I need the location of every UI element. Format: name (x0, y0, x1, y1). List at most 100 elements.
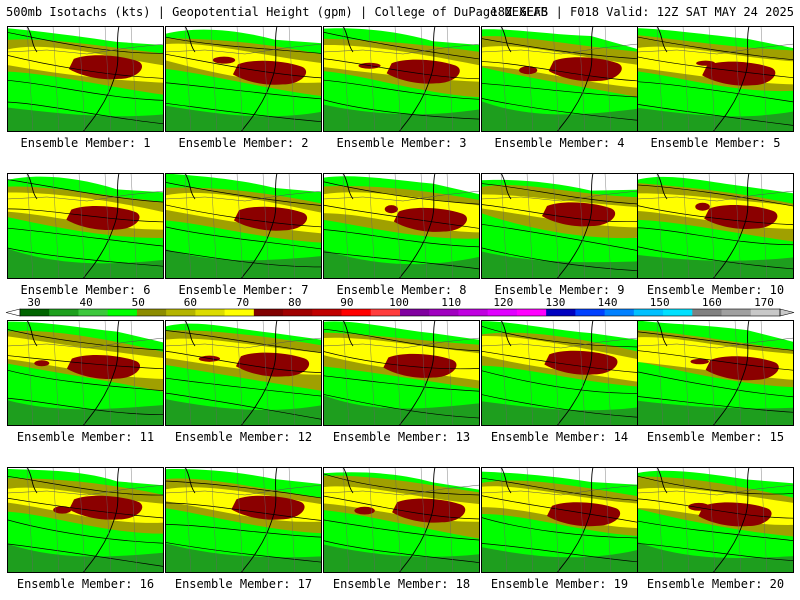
colorbar-tick-label: 130 (545, 296, 565, 309)
colorbar-swatch (78, 309, 109, 316)
ensemble-panel: Ensemble Member: 4 (481, 26, 638, 152)
ensemble-member-label: Ensemble Member: 6 (20, 283, 151, 297)
ensemble-map (7, 467, 164, 573)
colorbar-tick-label: 100 (389, 296, 409, 309)
ensemble-panel: Ensemble Member: 1 (7, 26, 164, 152)
ensemble-member-label: Ensemble Member: 18 (332, 577, 471, 591)
ensemble-member-label: Ensemble Member: 10 (646, 283, 785, 297)
ensemble-map (7, 320, 164, 426)
colorbar-swatch (253, 309, 284, 316)
ensemble-panel: Ensemble Member: 20 (637, 467, 794, 593)
ensemble-member-label: Ensemble Member: 17 (174, 577, 313, 591)
colorbar-swatch (136, 309, 167, 316)
ensemble-map (323, 173, 480, 279)
colorbar: 30 40 50 60 70 80 90 100 110 120 130 140 150 160 170 (0, 295, 800, 319)
colorbar-swatch (663, 309, 693, 316)
ensemble-panel: Ensemble Member: 12 (165, 320, 322, 446)
colorbar-swatch (283, 309, 313, 316)
ensemble-panel: Ensemble Member: 3 (323, 26, 480, 152)
ensemble-map (481, 173, 638, 279)
ensemble-map (323, 467, 480, 573)
ensemble-map (165, 26, 322, 132)
colorbar-tick-label: 80 (288, 296, 301, 309)
colorbar-swatch (750, 309, 781, 316)
ensemble-map (481, 320, 638, 426)
colorbar-tick-label: 170 (754, 296, 774, 309)
ensemble-map (637, 26, 794, 132)
colorbar-tick-label: 50 (132, 296, 145, 309)
ensemble-member-label: Ensemble Member: 20 (646, 577, 785, 591)
ensemble-map (7, 26, 164, 132)
colorbar-tick-label: 140 (598, 296, 618, 309)
ensemble-panel: Ensemble Member: 17 (165, 467, 322, 593)
ensemble-map (165, 467, 322, 573)
colorbar-swatch (575, 309, 606, 316)
colorbar-high-arrow (779, 308, 795, 317)
ensemble-map (481, 467, 638, 573)
ensemble-map (323, 320, 480, 426)
colorbar-swatch (166, 309, 196, 316)
colorbar-tick-label: 110 (441, 296, 461, 309)
ensemble-panel: Ensemble Member: 18 (323, 467, 480, 593)
ensemble-member-label: Ensemble Member: 11 (16, 430, 155, 444)
ensemble-panel: Ensemble Member: 15 (637, 320, 794, 446)
colorbar-swatch (487, 309, 518, 316)
ensemble-member-label: Ensemble Member: 5 (650, 136, 781, 150)
header: 500mb Isotachs (kts) | Geopotential Heig… (0, 0, 800, 24)
ensemble-panel: Ensemble Member: 19 (481, 467, 638, 593)
ensemble-member-label: Ensemble Member: 2 (178, 136, 309, 150)
ensemble-member-label: Ensemble Member: 12 (174, 430, 313, 444)
ensemble-member-label: Ensemble Member: 7 (178, 283, 309, 297)
ensemble-member-label: Ensemble Member: 16 (16, 577, 155, 591)
ensemble-map (637, 173, 794, 279)
colorbar-swatch (49, 309, 79, 316)
ensemble-panel: Ensemble Member: 13 (323, 320, 480, 446)
colorbar-swatch (429, 309, 459, 316)
ensemble-map (165, 320, 322, 426)
ensemble-panel: Ensemble Member: 6 (7, 173, 164, 299)
ensemble-panel: Ensemble Member: 2 (165, 26, 322, 152)
ensemble-member-label: Ensemble Member: 14 (490, 430, 629, 444)
ensemble-map (7, 173, 164, 279)
ensemble-map (323, 26, 480, 132)
colorbar-tick-label: 160 (702, 296, 722, 309)
colorbar-tick-label: 30 (27, 296, 40, 309)
colorbar-graphic: 30 40 50 60 70 80 90 100 110 120 130 140 150 160 170 (5, 296, 795, 317)
colorbar-swatch (370, 309, 401, 316)
ensemble-map (637, 467, 794, 573)
colorbar-tick-label: 70 (236, 296, 249, 309)
ensemble-panel: Ensemble Member: 9 (481, 173, 638, 299)
ensemble-member-label: Ensemble Member: 9 (494, 283, 625, 297)
colorbar-swatch (604, 309, 635, 316)
colorbar-tick-label: 150 (650, 296, 670, 309)
ensemble-panel: Ensemble Member: 11 (7, 320, 164, 446)
ensemble-member-label: Ensemble Member: 4 (494, 136, 625, 150)
colorbar-swatch (107, 309, 138, 316)
ensemble-panel: Ensemble Member: 14 (481, 320, 638, 446)
colorbar-swatch (516, 309, 547, 316)
ensemble-member-label: Ensemble Member: 15 (646, 430, 785, 444)
colorbar-tick-label: 90 (340, 296, 353, 309)
ensemble-panel: Ensemble Member: 8 (323, 173, 480, 299)
ensemble-panel: Ensemble Member: 7 (165, 173, 322, 299)
colorbar-swatch (20, 309, 50, 316)
colorbar-low-arrow (5, 308, 21, 317)
ensemble-panel: Ensemble Member: 16 (7, 467, 164, 593)
colorbar-swatch (224, 309, 255, 316)
ensemble-member-label: Ensemble Member: 3 (336, 136, 467, 150)
colorbar-swatch (546, 309, 576, 316)
colorbar-swatch (400, 309, 430, 316)
colorbar-swatch (721, 309, 752, 316)
colorbar-swatch (633, 309, 664, 316)
ensemble-member-label: Ensemble Member: 19 (490, 577, 629, 591)
product-title: 500mb Isotachs (kts) | Geopotential Heig… (6, 5, 548, 19)
ensemble-map (481, 26, 638, 132)
ensemble-map (637, 320, 794, 426)
ensemble-member-label: Ensemble Member: 13 (332, 430, 471, 444)
colorbar-swatch (312, 309, 343, 316)
ensemble-member-label: Ensemble Member: 1 (20, 136, 151, 150)
ensemble-panel: Ensemble Member: 10 (637, 173, 794, 299)
colorbar-swatch (195, 309, 226, 316)
colorbar-tick-label: 60 (184, 296, 197, 309)
colorbar-tick-label: 40 (80, 296, 93, 309)
